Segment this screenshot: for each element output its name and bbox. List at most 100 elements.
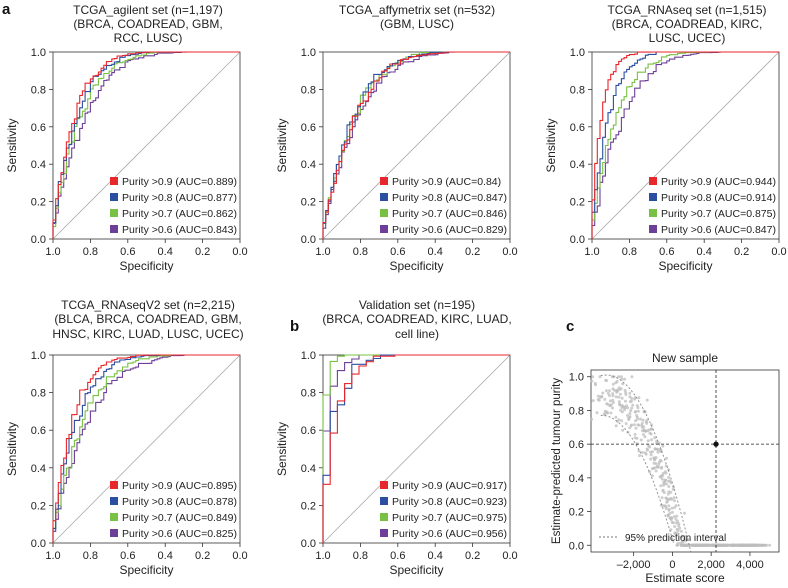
scatter-point [650, 427, 654, 431]
scatter-point [611, 406, 614, 410]
chart-title-line: (BRCA, COADREAD, KIRC, [612, 17, 763, 31]
reference-diagonal [52, 354, 241, 544]
scatter-point [609, 411, 613, 415]
scatter-point [649, 457, 653, 461]
scatter-point [657, 465, 660, 469]
roc-curve-series-1 [52, 354, 240, 543]
scatter-point [673, 499, 676, 503]
y-tick-label: 0.8 [301, 388, 316, 400]
scatter-point [658, 475, 662, 479]
new-sample-point [713, 441, 719, 447]
y-tick-label: 0.0 [569, 540, 584, 552]
roc-panel-3: TCGA_RNAseq set (n=1,515)(BRCA, COADREAD… [544, 3, 787, 273]
scatter-point [659, 459, 663, 463]
x-tick-label: 0.4 [158, 550, 173, 562]
legend-label: Purity >0.9 (AUC=0.889) [122, 176, 237, 188]
scatter-point [608, 404, 612, 408]
scatter-point [640, 421, 644, 425]
legend-label: Purity >0.9 (AUC=0.917) [392, 480, 507, 492]
scatter-point [653, 436, 657, 440]
scatter-point [617, 375, 621, 379]
legend-swatch [110, 225, 118, 233]
scatter-point [654, 469, 658, 473]
reference-diagonal [322, 51, 511, 240]
legend-label: Purity >0.8 (AUC=0.923) [392, 496, 507, 508]
y-tick-label: 0.2 [31, 500, 46, 512]
scatter-point [645, 398, 649, 402]
scatter-point [643, 435, 647, 439]
scatter-point [595, 411, 599, 415]
scatter-point [659, 484, 663, 488]
x-tick-label: 0.6 [120, 246, 135, 258]
scatter-point [628, 391, 632, 395]
legend-label: Purity >0.9 (AUC=0.895) [122, 480, 237, 492]
scatter-point [636, 409, 640, 413]
x-tick-label: 0.4 [428, 550, 443, 562]
scatter-point [601, 391, 605, 395]
scatter-point [637, 449, 641, 453]
scatter-point [629, 409, 633, 413]
legend-swatch [110, 513, 118, 521]
scatter-point [614, 395, 618, 399]
scatter-point [620, 410, 624, 414]
scatter-point [611, 387, 615, 391]
scatter-point [645, 418, 649, 422]
scatter-point [650, 474, 654, 478]
scatter-point [673, 506, 677, 510]
y-tick-label: 0.6 [31, 425, 46, 437]
scatter-point [678, 526, 682, 530]
scatter-point [621, 428, 625, 432]
scatter-point [692, 543, 696, 547]
scatter-point [626, 414, 629, 417]
scatter-point [657, 462, 661, 466]
scatter-point [660, 477, 664, 481]
scatter-point [668, 479, 672, 483]
x-tick-label: 0.0 [771, 246, 786, 258]
x-tick-label: 0.2 [465, 246, 480, 258]
legend-label: Purity >0.8 (AUC=0.847) [392, 192, 507, 204]
scatter-point [664, 478, 668, 482]
y-tick-label: 1.0 [569, 372, 584, 384]
y-tick-label: 0.4 [569, 473, 584, 485]
x-tick-label: 0.0 [502, 246, 517, 258]
scatter-point [663, 470, 667, 474]
scatter-point [620, 406, 624, 410]
scatter-point [656, 450, 660, 454]
scatter-point [629, 424, 633, 428]
scatter-point [670, 510, 674, 514]
scatter-point [665, 500, 669, 504]
scatter-point [669, 490, 673, 494]
y-tick-label: 0.8 [31, 84, 46, 96]
y-axis-label: Sensitivity [5, 422, 19, 476]
legend-swatch [649, 225, 657, 233]
roc-panel-2: TCGA_affymetrix set (n=532)(GBM, LUSC) 1.… [275, 3, 518, 273]
chart-title-line: Validation set (n=195) [359, 298, 475, 312]
scatter-point [606, 411, 610, 415]
scatter-point [667, 468, 671, 472]
scatter-point [620, 396, 624, 400]
y-tick-label: 0.6 [570, 122, 585, 134]
y-tick-label: 0.2 [570, 197, 585, 209]
legend-label: Purity >0.7 (AUC=0.862) [122, 208, 237, 220]
chart-title-line: RCC, LUSC) [114, 31, 183, 45]
scatter-point [633, 396, 637, 400]
legend-label: Purity >0.7 (AUC=0.875) [661, 208, 776, 220]
scatter-point [683, 534, 686, 538]
x-tick-label: 0.8 [83, 550, 98, 562]
x-tick-label: 0.6 [390, 246, 405, 258]
legend-swatch [110, 529, 118, 537]
y-tick-label: 0.6 [301, 122, 316, 134]
y-tick-label: 1.0 [570, 47, 585, 59]
scatter-point [635, 404, 639, 408]
legend-swatch [380, 529, 388, 537]
scatter-point [666, 513, 670, 517]
scatter-point [661, 444, 665, 448]
scatter-point [654, 462, 658, 465]
y-tick-label: 1.0 [31, 47, 46, 59]
scatter-point [672, 515, 676, 519]
scatter-point [635, 436, 639, 440]
scatter-point [710, 543, 714, 547]
legend-swatch [649, 177, 657, 185]
legend-label: Purity >0.6 (AUC=0.829) [392, 224, 507, 236]
legend-label: Purity >0.7 (AUC=0.975) [392, 512, 507, 524]
